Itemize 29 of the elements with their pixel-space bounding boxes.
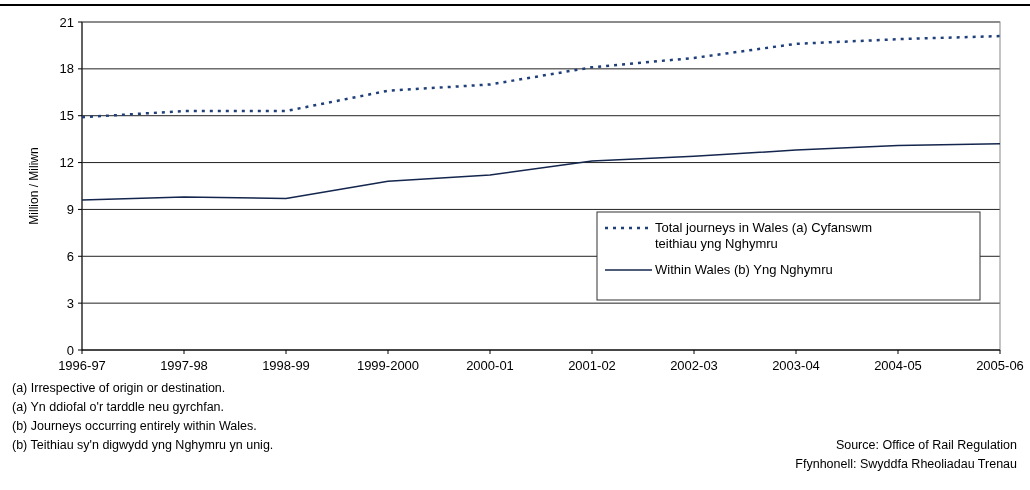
legend-label: Total journeys in Wales (a) Cyfanswm teithiau yng Nghymru [655,220,872,251]
line-series [81,143,1001,201]
y-tick-label: 18 [59,61,74,77]
x-tick-label: 2004-05 [874,358,922,373]
text: (b) Teithiau sy'n digwydd yng Nghymru yn unig. [12,438,274,452]
text: (a) Yn ddiofal o'r tarddle neu gyrchfan. [12,400,225,414]
y-tick-label: 3 [66,295,74,311]
text: Ffynhonell: Swyddfa Rheoliadau Trenau [795,457,1018,471]
line-series [80,34,1002,119]
x-tick-label: 1999-2000 [356,358,420,373]
x-tick-label: 2002-03 [670,358,718,373]
y-tick-label: 9 [66,201,74,217]
x-tick-label: 1996-97 [58,358,106,373]
x-tick-label: 1997-98 [160,358,208,373]
x-tick-label: 1998-99 [262,358,310,373]
y-tick-label: 15 [59,108,74,124]
x-tick-label: 2000-01 [466,358,514,373]
y-tick-label: 0 [66,342,74,358]
y-tick-label: 6 [66,248,74,264]
text: (b) Journeys occurring entirely within Wales. [12,419,257,433]
x-tick-label: 2003-04 [772,358,820,373]
y-tick-label: 21 [59,14,74,30]
text: (a) Irrespective of origin or destination. [12,381,226,395]
y-tick-label: 12 [59,155,74,171]
y-axis-title: Million / Miliwn [27,147,41,225]
x-tick-label: 2001-02 [568,358,616,373]
legend-label: Within Wales (b) Yng Nghymru [655,262,833,277]
source-note: Source: Office of Rail Regulation [835,438,1018,452]
x-tick-label: 2005-06 [976,358,1024,373]
